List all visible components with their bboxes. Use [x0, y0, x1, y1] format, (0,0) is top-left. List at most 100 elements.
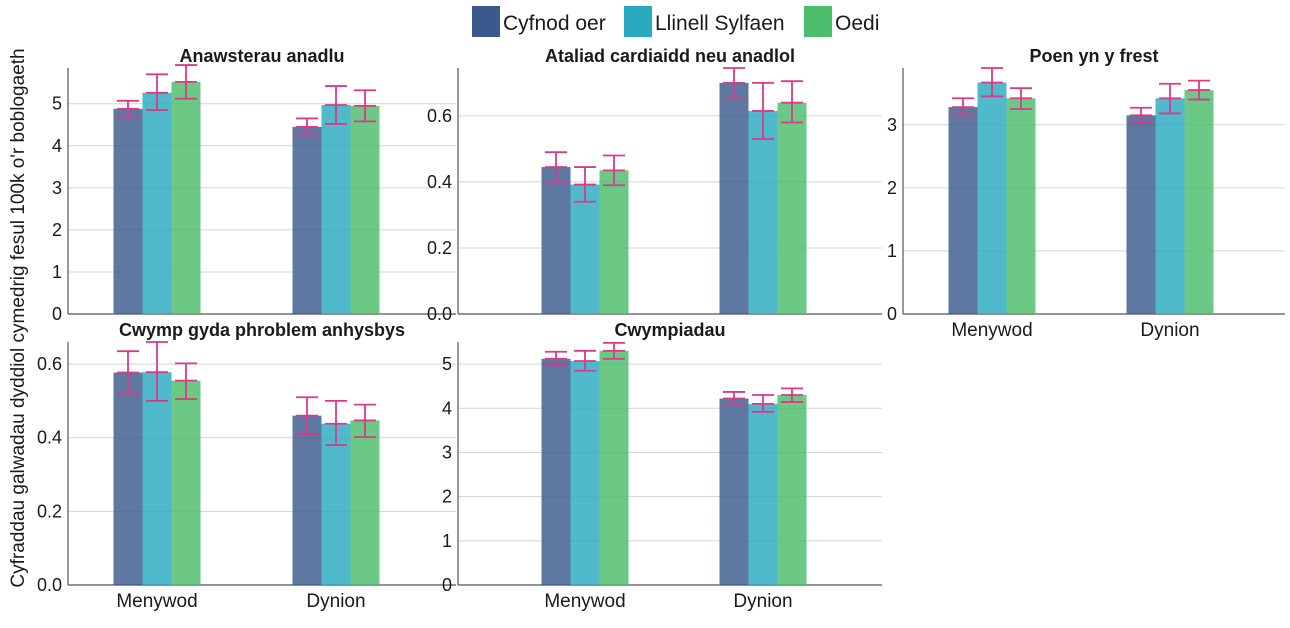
bar	[948, 107, 978, 314]
error-bar	[1159, 82, 1181, 115]
chart-legend: Cyfnod oer Llinell Sylfaen Oedi	[472, 6, 879, 37]
error-bar	[117, 350, 139, 395]
error-bar	[1188, 79, 1210, 101]
bar	[777, 102, 807, 314]
y-tick-label: 1	[887, 241, 897, 261]
legend-swatch-3	[804, 6, 832, 37]
bar	[599, 350, 629, 585]
panel-1: 0 1 2 3 4 5 Anawsterau anadlu	[52, 46, 456, 324]
bar	[350, 420, 380, 585]
panel-title: Ataliad cardiaidd neu anadlol	[545, 46, 795, 66]
error-bar	[752, 81, 774, 140]
y-tick-label: 3	[442, 442, 452, 462]
error-bar	[752, 394, 774, 413]
error-bar	[981, 67, 1003, 98]
error-bar	[574, 166, 596, 203]
y-tick-label: 0.2	[427, 238, 452, 258]
bar	[777, 395, 807, 585]
y-axis-label: Cyfraddau galwadau dyddiol cymedrig fesu…	[8, 48, 29, 587]
y-tick-label: 1	[442, 531, 452, 551]
y-tick-label: 0	[442, 575, 452, 595]
error-bar	[723, 67, 745, 99]
y-tick-label: 2	[52, 220, 62, 240]
error-bar	[296, 117, 318, 137]
bar	[321, 423, 351, 585]
error-bar	[781, 80, 803, 124]
bar	[142, 92, 172, 314]
panel-title: Cwympiadau	[614, 320, 725, 340]
panel-title: Poen yn y frest	[1029, 46, 1158, 66]
bar	[719, 398, 749, 585]
bar	[113, 108, 143, 315]
y-tick-label: 0.2	[37, 501, 62, 521]
panel-5: 0 1 2 3 4 5 Cwympiadau Menywod Dynion	[442, 320, 882, 612]
bar	[748, 110, 778, 314]
error-bar	[1130, 106, 1152, 124]
y-tick-label: 2	[442, 487, 452, 507]
panel-3: 0 1 2 3 Poen yn y frest Menywod Dynion	[887, 46, 1285, 341]
error-bar	[781, 387, 803, 403]
bar	[977, 82, 1007, 314]
x-category-label: Dynion	[733, 591, 792, 612]
y-tick-label: 0.6	[427, 106, 452, 126]
error-bar	[146, 73, 168, 111]
error-bar	[545, 350, 567, 367]
panel-title: Anawsterau anadlu	[179, 46, 344, 66]
bar	[748, 403, 778, 585]
x-category-label: Dynion	[306, 591, 365, 612]
y-tick-label: 0	[52, 304, 62, 324]
bar	[570, 184, 600, 314]
y-tick-label: 5	[442, 354, 452, 374]
panel-title: Cwymp gyda phroblem anhysbys	[119, 320, 405, 340]
bar	[570, 360, 600, 585]
bar	[292, 415, 322, 585]
y-tick-label: 3	[887, 115, 897, 135]
error-bar	[603, 341, 625, 360]
legend-swatch-1	[472, 6, 500, 37]
legend-label-2: Llinell Sylfaen	[655, 12, 785, 35]
y-tick-label: 0.0	[37, 575, 62, 595]
bar	[321, 105, 351, 314]
y-tick-label: 5	[52, 94, 62, 114]
y-tick-label: 3	[52, 178, 62, 198]
error-bar	[325, 400, 347, 446]
chart-panels: 0 1 2 3 4 5 Anawsterau anadlu 0.0 0.2 0.4 0.6 Atali…	[37, 46, 1285, 612]
y-tick-label: 0.0	[427, 304, 452, 324]
y-tick-label: 0	[887, 304, 897, 324]
bar	[1006, 98, 1036, 315]
error-bar	[952, 97, 974, 117]
x-category-label: Menywod	[544, 591, 625, 612]
y-tick-label: 2	[887, 178, 897, 198]
bar	[292, 126, 322, 314]
bar	[541, 167, 571, 314]
legend-swatch-2	[624, 6, 652, 37]
bar	[113, 372, 143, 585]
error-bar	[325, 85, 347, 125]
bar	[171, 81, 201, 314]
bar	[1126, 115, 1156, 314]
error-bar	[175, 362, 197, 400]
bar	[719, 82, 749, 314]
x-category-label: Menywod	[951, 320, 1032, 341]
error-bar	[574, 349, 596, 372]
bar	[171, 380, 201, 585]
legend-label-1: Cyfnod oer	[503, 12, 606, 35]
y-tick-label: 1	[52, 262, 62, 282]
error-bar	[117, 99, 139, 118]
bar	[142, 372, 172, 585]
bar	[350, 105, 380, 314]
x-category-label: Dynion	[1140, 320, 1199, 341]
bar	[541, 358, 571, 585]
y-tick-label: 4	[442, 398, 452, 418]
error-bar	[545, 151, 567, 183]
bar	[599, 170, 629, 314]
panel-2: 0.0 0.2 0.4 0.6 Ataliad cardiaidd neu anadlo…	[427, 46, 882, 324]
bar	[1155, 98, 1185, 315]
legend-label-3: Oedi	[835, 12, 879, 35]
error-bar	[146, 341, 168, 402]
error-bar	[603, 154, 625, 187]
y-tick-label: 0.6	[37, 354, 62, 374]
error-bar	[1010, 87, 1032, 110]
error-bar	[175, 64, 197, 100]
